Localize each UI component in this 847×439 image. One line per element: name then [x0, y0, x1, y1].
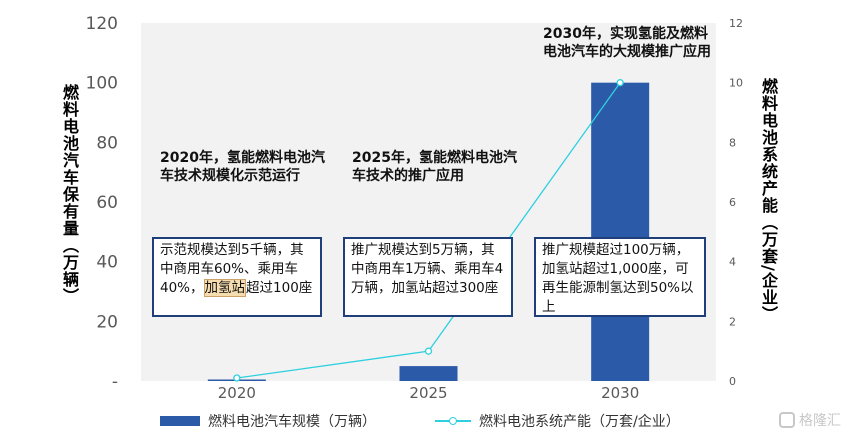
right-axis-ticks: 0 2 4 6 8 10 12 [729, 17, 743, 388]
left-axis-ticks: - 20 40 60 80 100 120 [86, 14, 118, 392]
legend-bar: 燃料电池汽车规模（万辆） [160, 410, 376, 432]
legend-bar-label: 燃料电池汽车规模（万辆） [208, 414, 376, 430]
x-tick-label: 2030 [601, 384, 639, 400]
line-point-2020 [233, 374, 241, 382]
left-tick-label: - [112, 372, 118, 392]
line-series [233, 79, 624, 382]
legend-line: 燃料电池系统产能（万套/企业） [435, 410, 680, 432]
left-axis-title: 燃料电池汽车保有量（万辆） [60, 84, 79, 305]
x-tick-label: 2025 [409, 384, 447, 400]
left-tick-label: 80 [96, 133, 118, 153]
bar-2025 [399, 366, 458, 381]
note-2030: 推广规模超过100万辆，加氢站超过1,000座，可再生能源制氢达到50%以上 [534, 237, 706, 317]
right-tick-label: 6 [729, 196, 736, 209]
x-tick-label: 2020 [218, 384, 256, 400]
legend-line-swatch [435, 416, 471, 426]
right-tick-label: 4 [729, 256, 736, 269]
right-axis-title: 燃料电池系统产能（万套/企业） [759, 78, 778, 323]
note-2020-text: 示范规模达到5千辆，其中商用车60%、乘用车40%， [160, 242, 304, 296]
milestone-2025: 2025年，氢能燃料电池汽车技术的推广应用 [352, 150, 517, 184]
note-2020-highlight: 加氢站 [203, 279, 247, 297]
right-tick-label: 12 [729, 17, 743, 30]
legend-line-label: 燃料电池系统产能（万套/企业） [479, 414, 680, 430]
right-tick-label: 0 [729, 375, 736, 388]
note-2020: 示范规模达到5千辆，其中商用车60%、乘用车40%，加氢站超过100座 [152, 237, 322, 317]
right-tick-label: 10 [729, 77, 743, 90]
milestone-2030: 2030年，实现氢能及燃料电池汽车的大规模推广应用 [543, 26, 711, 60]
left-tick-label: 120 [86, 14, 118, 34]
watermark-text: 格隆汇 [799, 413, 841, 429]
line-point-2025 [424, 347, 433, 355]
note-2020-text-end: 超过100座 [246, 280, 313, 296]
watermark: 格隆汇 [779, 410, 841, 430]
right-tick-label: 2 [729, 315, 736, 328]
left-tick-label: 60 [96, 193, 118, 213]
logo-icon [779, 412, 795, 428]
bar-series [207, 82, 650, 382]
milestone-2020: 2020年，氢能燃料电池汽车技术规模化示范运行 [160, 150, 325, 184]
chart-canvas: - 20 40 60 80 100 120 0 2 4 6 8 10 12 2020 2025 2030 [86, 14, 743, 400]
left-tick-label: 40 [96, 253, 118, 273]
note-2025-text: 推广规模达到5万辆，其中商用车1万辆、乘用车4万辆，加氢站超过300座 [351, 242, 504, 296]
legend-bar-swatch [160, 416, 200, 426]
note-2030-text: 推广规模超过100万辆，加氢站超过1,000座，可再生能源制氢达到50%以上 [542, 242, 694, 315]
left-tick-label: 100 [86, 74, 118, 94]
left-tick-label: 20 [96, 312, 118, 332]
x-axis-ticks: 2020 2025 2030 [218, 384, 640, 400]
line-point-2030 [616, 79, 624, 87]
note-2025: 推广规模达到5万辆，其中商用车1万辆、乘用车4万辆，加氢站超过300座 [343, 237, 513, 317]
right-tick-label: 8 [729, 136, 736, 149]
bar-2030 [591, 82, 650, 382]
